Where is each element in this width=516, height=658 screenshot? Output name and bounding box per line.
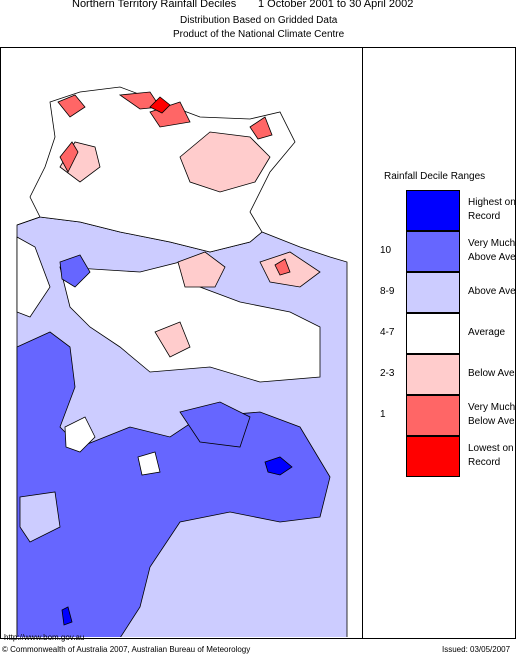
issued: Issued: 03/05/2007	[442, 645, 511, 654]
region-below-average-1	[179, 131, 271, 193]
legend-label: Record	[468, 211, 501, 222]
region-below-average-4	[259, 251, 321, 288]
region-below-average-5	[154, 321, 191, 358]
legend-title: Rainfall Decile Ranges	[384, 171, 486, 182]
region-above-average-pocket	[19, 491, 61, 543]
region-very-much-below-1	[57, 94, 86, 118]
legend-swatch	[406, 190, 460, 231]
region-highest-on-record-1	[264, 456, 293, 476]
region-very-much-below-2	[59, 141, 79, 173]
legend-range: 4-7	[380, 327, 395, 338]
legend-label: Record	[468, 457, 501, 468]
legend-swatch	[406, 436, 460, 477]
legend-label: Very Much	[468, 238, 516, 249]
legend-label: Below Average	[468, 368, 516, 379]
land-average	[16, 86, 296, 253]
legend-swatch	[406, 395, 460, 436]
copyright: © Commonwealth of Australia 2007, Austra…	[2, 645, 251, 654]
legend-range: 2-3	[380, 368, 395, 379]
legend-label: Lowest on	[468, 443, 514, 454]
region-average-west	[16, 236, 51, 318]
region-lowest-on-record	[149, 96, 171, 114]
url: http://www.bom.gov.au	[4, 633, 85, 642]
region-very-much-above-2	[16, 331, 331, 637]
region-very-much-above-3	[179, 401, 251, 448]
region-very-much-above-1	[59, 254, 91, 288]
legend-swatch	[406, 272, 460, 313]
divider	[362, 47, 363, 638]
legend-label: Highest on	[468, 197, 516, 208]
legend-label: Average	[468, 327, 506, 338]
legend-swatch	[406, 313, 460, 354]
period: 1 October 2001 to 30 April 2002	[258, 0, 414, 10]
map	[16, 86, 348, 637]
legend-label: Above Average	[468, 286, 516, 297]
legend-range: 10	[380, 245, 392, 256]
legend-label: Below Average	[468, 416, 516, 427]
legend-swatch	[406, 354, 460, 395]
legend-swatch	[406, 231, 460, 272]
region-very-much-below-6	[274, 258, 291, 276]
legend-label: Above Average	[468, 252, 516, 263]
region-average-pocket-2	[137, 451, 161, 476]
legend-label: Very Much	[468, 402, 516, 413]
legend-range: 8-9	[380, 286, 395, 297]
region-highest-on-record-2	[61, 606, 73, 626]
region-below-average-3	[177, 251, 226, 288]
product-line: Product of the National Climate Centre	[173, 29, 345, 40]
legend-range: 1	[380, 409, 386, 420]
subtitle: Distribution Based on Gridded Data	[180, 15, 338, 26]
region-very-much-below-5	[249, 116, 273, 140]
region-average-pocket-1	[64, 416, 96, 453]
title: Northern Territory Rainfall Deciles	[72, 0, 237, 10]
